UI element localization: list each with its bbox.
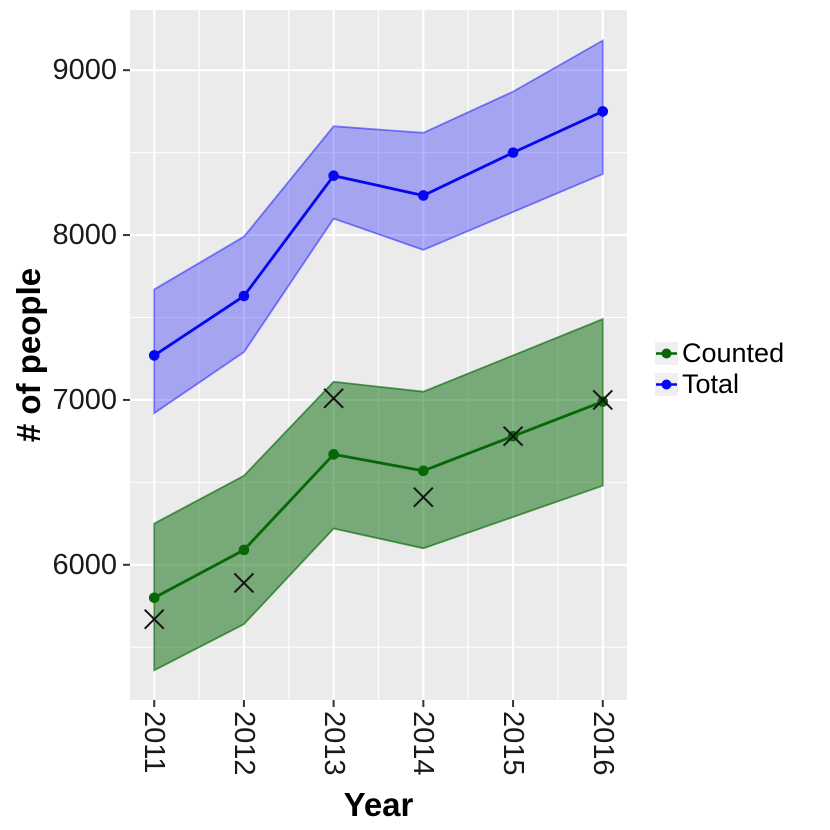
- legend-label: Total: [682, 369, 740, 399]
- y-tick-label: 6000: [52, 548, 117, 581]
- x-marker-stroke: [502, 425, 524, 447]
- x-marker-stroke: [592, 389, 613, 411]
- x-tick-label: 2013: [317, 711, 350, 776]
- point-total: [148, 350, 160, 361]
- legend-key-glyph: [656, 379, 677, 389]
- point-total: [418, 190, 429, 201]
- point-counted: [148, 592, 160, 604]
- point-counted: [418, 465, 429, 477]
- line-counted: [153, 400, 604, 600]
- legend-key-point: [661, 348, 672, 358]
- x-tick-label: 2015: [497, 711, 530, 776]
- x-marker: [413, 486, 434, 508]
- legend-key-glyph: [656, 348, 677, 358]
- x-marker: [323, 388, 344, 409]
- legend-key-counted: [655, 341, 678, 365]
- legend-key-total: [655, 372, 678, 396]
- y-axis-title: # of people: [10, 267, 47, 443]
- point-total: [328, 170, 339, 181]
- x-marker: [502, 425, 524, 447]
- legend-key-point: [661, 379, 672, 389]
- x-marker-stroke: [144, 609, 165, 630]
- x-marker: [233, 572, 255, 594]
- x-tick-label: 2014: [407, 711, 440, 776]
- x-marker: [592, 389, 613, 411]
- point-total: [238, 290, 250, 302]
- point-total: [507, 147, 519, 158]
- x-marker-stroke: [233, 572, 255, 594]
- y-tick-label: 7000: [52, 383, 117, 416]
- x-marker: [144, 609, 165, 630]
- legend-item-counted: Counted: [655, 338, 785, 368]
- point-counted: [238, 544, 250, 556]
- x-marker-stroke: [323, 388, 344, 409]
- ribbon-total: [153, 38, 604, 415]
- line-total: [153, 110, 604, 357]
- legend: Counted Total: [655, 338, 785, 399]
- ribbon-counted: [153, 317, 604, 672]
- point-counted: [328, 449, 339, 460]
- legend-item-total: Total: [655, 369, 784, 399]
- x-tick-label: 2012: [227, 711, 260, 776]
- point-total: [597, 106, 609, 117]
- x-marker-stroke: [413, 486, 434, 508]
- y-tick-label: 8000: [52, 219, 117, 252]
- point-counted: [597, 396, 609, 407]
- legend-label: Counted: [682, 338, 785, 368]
- x-axis-title: Year: [343, 786, 414, 823]
- y-tick-label: 9000: [52, 54, 117, 87]
- x-tick-label: 2016: [586, 711, 619, 776]
- x-tick-label: 2011: [138, 711, 171, 774]
